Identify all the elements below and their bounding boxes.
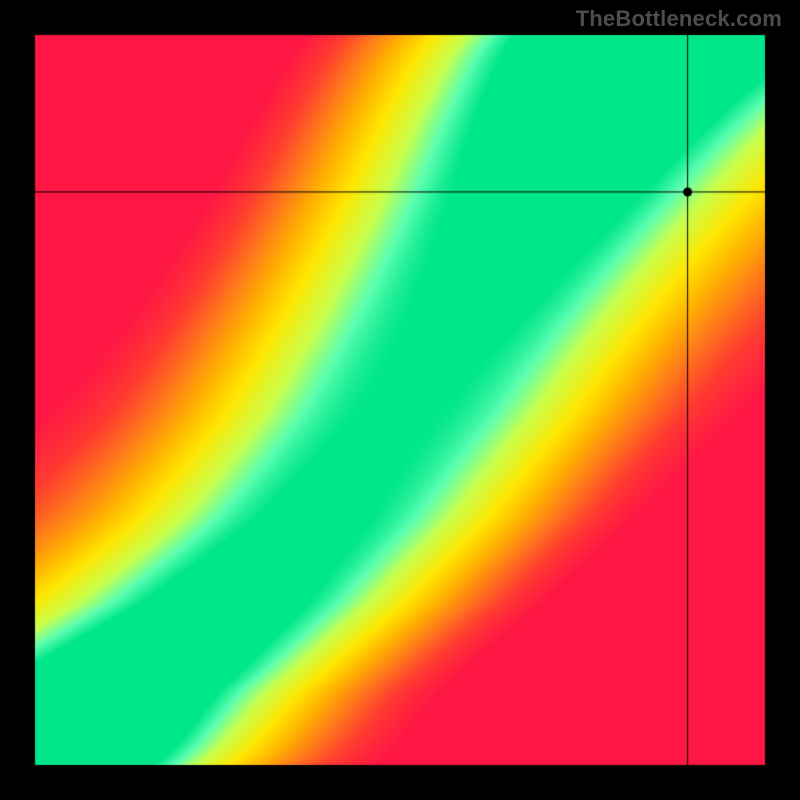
attribution-text: TheBottleneck.com [576, 6, 782, 32]
chart-container: { "attribution": { "text": "TheBottlenec… [0, 0, 800, 800]
bottleneck-heatmap [0, 0, 800, 800]
